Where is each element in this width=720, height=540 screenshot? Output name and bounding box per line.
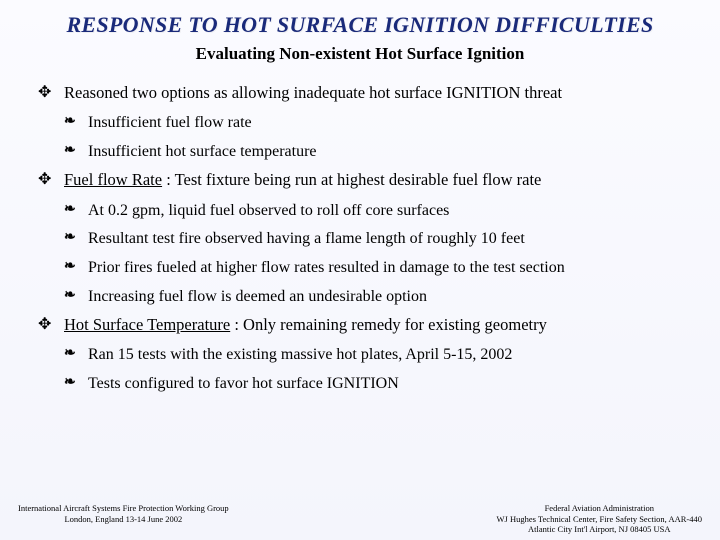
- bullet-underline: Hot Surface Temperature: [64, 315, 230, 334]
- slide-content: Reasoned two options as allowing inadequ…: [18, 82, 702, 395]
- bullet-lvl2: Insufficient fuel flow rate: [64, 112, 694, 134]
- slide-footer: International Aircraft Systems Fire Prot…: [0, 503, 720, 534]
- footer-left: International Aircraft Systems Fire Prot…: [18, 503, 229, 534]
- bullet-lvl1: Reasoned two options as allowing inadequ…: [38, 82, 694, 104]
- footer-right-line2: WJ Hughes Technical Center, Fire Safety …: [497, 514, 702, 524]
- bullet-underline: Fuel flow Rate: [64, 170, 162, 189]
- footer-right-line3: Atlantic City Int'l Airport, NJ 08405 US…: [497, 524, 702, 534]
- bullet-text: : Only remaining remedy for existing geo…: [230, 315, 547, 334]
- slide-subtitle: Evaluating Non-existent Hot Surface Igni…: [18, 44, 702, 64]
- bullet-lvl2: At 0.2 gpm, liquid fuel observed to roll…: [64, 200, 694, 222]
- footer-left-line1: International Aircraft Systems Fire Prot…: [18, 503, 229, 513]
- footer-right-line1: Federal Aviation Administration: [497, 503, 702, 513]
- bullet-text: : Test fixture being run at highest desi…: [162, 170, 541, 189]
- bullet-lvl1: Hot Surface Temperature : Only remaining…: [38, 314, 694, 336]
- bullet-lvl2: Tests configured to favor hot surface IG…: [64, 373, 694, 395]
- footer-right: Federal Aviation Administration WJ Hughe…: [497, 503, 702, 534]
- bullet-lvl2: Ran 15 tests with the existing massive h…: [64, 344, 694, 366]
- bullet-lvl2: Increasing fuel flow is deemed an undesi…: [64, 286, 694, 308]
- bullet-lvl2: Prior fires fueled at higher flow rates …: [64, 257, 694, 279]
- bullet-lvl1: Fuel flow Rate : Test fixture being run …: [38, 169, 694, 191]
- footer-left-line2: London, England 13-14 June 2002: [18, 514, 229, 524]
- slide: RESPONSE TO HOT SURFACE IGNITION DIFFICU…: [0, 0, 720, 540]
- slide-title: RESPONSE TO HOT SURFACE IGNITION DIFFICU…: [18, 12, 702, 38]
- bullet-lvl2: Insufficient hot surface temperature: [64, 141, 694, 163]
- bullet-lvl2: Resultant test fire observed having a fl…: [64, 228, 694, 250]
